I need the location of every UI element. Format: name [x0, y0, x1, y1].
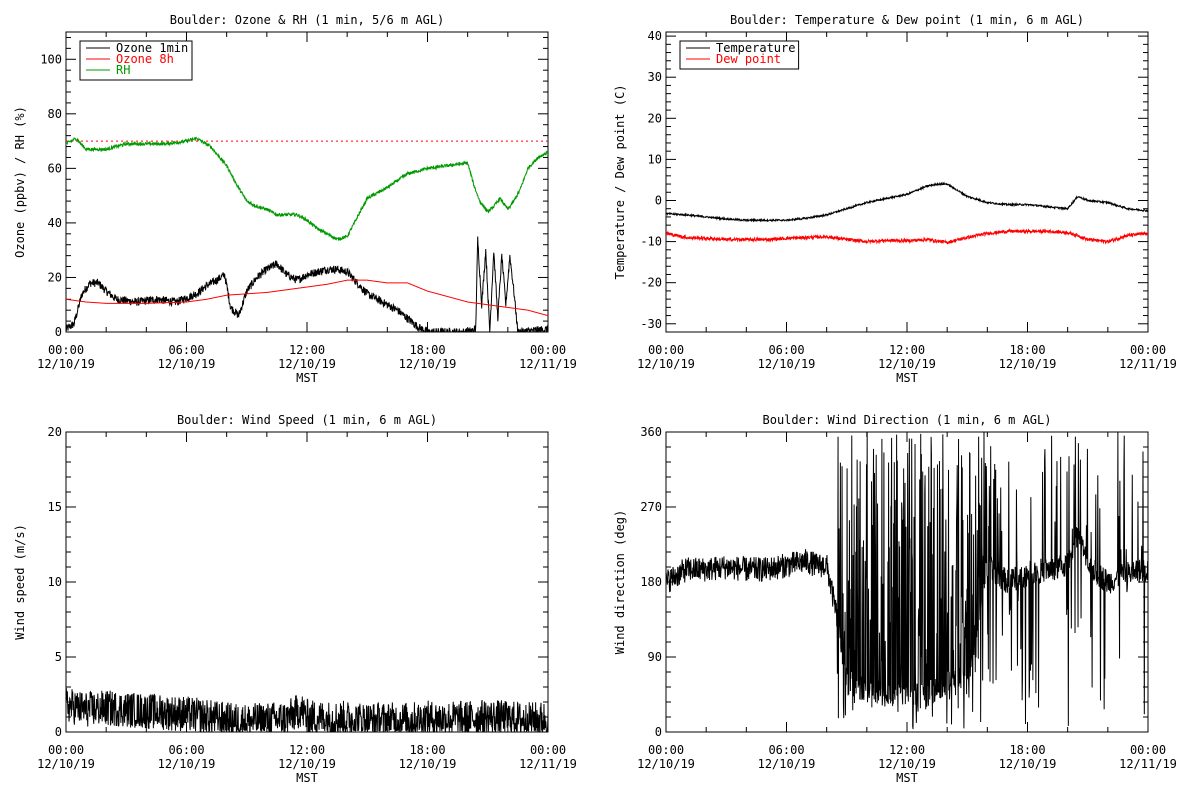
series-line-dew-point: [666, 227, 1148, 245]
x-tick-date: 12/10/19: [399, 757, 457, 771]
x-tick-date: 12/10/19: [37, 757, 95, 771]
y-tick-label: 80: [48, 107, 62, 121]
x-tick-time: 06:00: [168, 343, 204, 357]
x-tick-date: 12/10/19: [999, 357, 1057, 371]
y-tick-label: 180: [640, 575, 662, 589]
x-axis-label: MST: [296, 771, 318, 785]
y-tick-label: -30: [640, 317, 662, 331]
y-axis-label: Wind direction (deg): [613, 510, 627, 655]
x-tick-date: 12/10/19: [637, 357, 695, 371]
x-tick-time: 00:00: [1130, 343, 1166, 357]
series-line-data: [66, 688, 548, 732]
y-tick-label: 20: [48, 270, 62, 284]
y-tick-label: 60: [48, 161, 62, 175]
chart-ozone-rh: Boulder: Ozone & RH (1 min, 5/6 m AGL) 0 2…: [13, 13, 577, 385]
legend-label: Ozone 1min: [116, 41, 188, 55]
plot-frame: [665, 31, 1149, 333]
y-axis-label: Temperature / Dew point (C): [613, 84, 627, 279]
y-tick-label: 0: [55, 325, 62, 339]
y-tick-label: 270: [640, 500, 662, 514]
y-tick-label: 0: [55, 725, 62, 739]
chart-title: Boulder: Wind Direction (1 min, 6 m AGL): [763, 413, 1052, 427]
x-tick-time: 12:00: [289, 743, 325, 757]
y-tick-label: -20: [640, 276, 662, 290]
x-tick-time: 12:00: [289, 343, 325, 357]
x-tick-time: 06:00: [168, 743, 204, 757]
x-tick-date: 12/11/19: [519, 757, 577, 771]
x-tick-date: 12/10/19: [37, 357, 95, 371]
x-tick-date: 12/10/19: [999, 757, 1057, 771]
y-tick-label: -10: [640, 235, 662, 249]
chart-title: Boulder: Wind Speed (1 min, 6 m AGL): [177, 413, 437, 427]
x-tick-date: 12/11/19: [1119, 357, 1177, 371]
y-tick-label: 40: [648, 29, 662, 43]
legend-label: Temperature: [716, 41, 795, 55]
series-line-ozone-1min: [66, 236, 548, 332]
chart-temp-dew: Boulder: Temperature & Dew point (1 min,…: [613, 13, 1177, 385]
y-tick-label: 90: [648, 650, 662, 664]
x-tick-date: 12/10/19: [399, 357, 457, 371]
y-tick-label: 10: [48, 575, 62, 589]
y-tick-label: 15: [48, 500, 62, 514]
legend-label: Ozone 8h: [116, 52, 174, 66]
x-tick-time: 18:00: [1009, 743, 1045, 757]
y-tick-label: 100: [40, 52, 62, 66]
x-tick-date: 12/10/19: [637, 757, 695, 771]
x-tick-date: 12/10/19: [758, 757, 816, 771]
x-tick-time: 00:00: [648, 343, 684, 357]
x-tick-date: 12/10/19: [878, 757, 936, 771]
x-tick-date: 12/11/19: [1119, 757, 1177, 771]
series-line-temperature: [666, 181, 1148, 223]
y-tick-label: 0: [655, 725, 662, 739]
x-tick-date: 12/10/19: [158, 757, 216, 771]
chart-title: Boulder: Ozone & RH (1 min, 5/6 m AGL): [170, 13, 445, 27]
chart-wind-dir: Boulder: Wind Direction (1 min, 6 m AGL)…: [613, 413, 1177, 785]
x-tick-date: 12/10/19: [158, 357, 216, 371]
x-tick-time: 00:00: [48, 343, 84, 357]
y-axis-label: Ozone (ppbv) / RH (%): [13, 106, 27, 258]
series-line-rh: [66, 136, 548, 241]
y-tick-label: 5: [55, 650, 62, 664]
y-tick-label: 0: [655, 193, 662, 207]
x-tick-time: 00:00: [48, 743, 84, 757]
x-tick-time: 00:00: [648, 743, 684, 757]
x-tick-time: 06:00: [768, 343, 804, 357]
x-tick-time: 00:00: [1130, 743, 1166, 757]
x-tick-date: 12/10/19: [878, 357, 936, 371]
chart-title: Boulder: Temperature & Dew point (1 min,…: [730, 13, 1084, 27]
series-line-ozone-8h: [66, 279, 548, 317]
y-tick-label: 30: [648, 70, 662, 84]
series-line-data: [666, 432, 1148, 730]
x-tick-time: 12:00: [889, 343, 925, 357]
x-tick-date: 12/11/19: [519, 357, 577, 371]
x-tick-time: 18:00: [409, 343, 445, 357]
x-tick-time: 18:00: [1009, 343, 1045, 357]
x-axis-label: MST: [896, 771, 918, 785]
y-tick-label: 20: [648, 111, 662, 125]
x-tick-date: 12/10/19: [278, 757, 336, 771]
x-tick-time: 12:00: [889, 743, 925, 757]
x-tick-date: 12/10/19: [758, 357, 816, 371]
y-tick-label: 20: [48, 425, 62, 439]
x-tick-time: 18:00: [409, 743, 445, 757]
x-axis-label: MST: [296, 371, 318, 385]
legend-label: RH: [116, 63, 130, 77]
plot-frame: [65, 431, 549, 733]
x-tick-time: 00:00: [530, 343, 566, 357]
x-tick-date: 12/10/19: [278, 357, 336, 371]
legend-box: [679, 40, 800, 70]
legend-label: Dew point: [716, 52, 781, 66]
y-tick-label: 40: [48, 216, 62, 230]
x-tick-time: 00:00: [530, 743, 566, 757]
y-tick-label: 10: [648, 152, 662, 166]
x-axis-label: MST: [896, 371, 918, 385]
y-axis-label: Wind speed (m/s): [13, 524, 27, 640]
y-tick-label: 360: [640, 425, 662, 439]
x-tick-time: 06:00: [768, 743, 804, 757]
chart-wind-speed: Boulder: Wind Speed (1 min, 6 m AGL) 0 5 10…: [13, 413, 577, 785]
